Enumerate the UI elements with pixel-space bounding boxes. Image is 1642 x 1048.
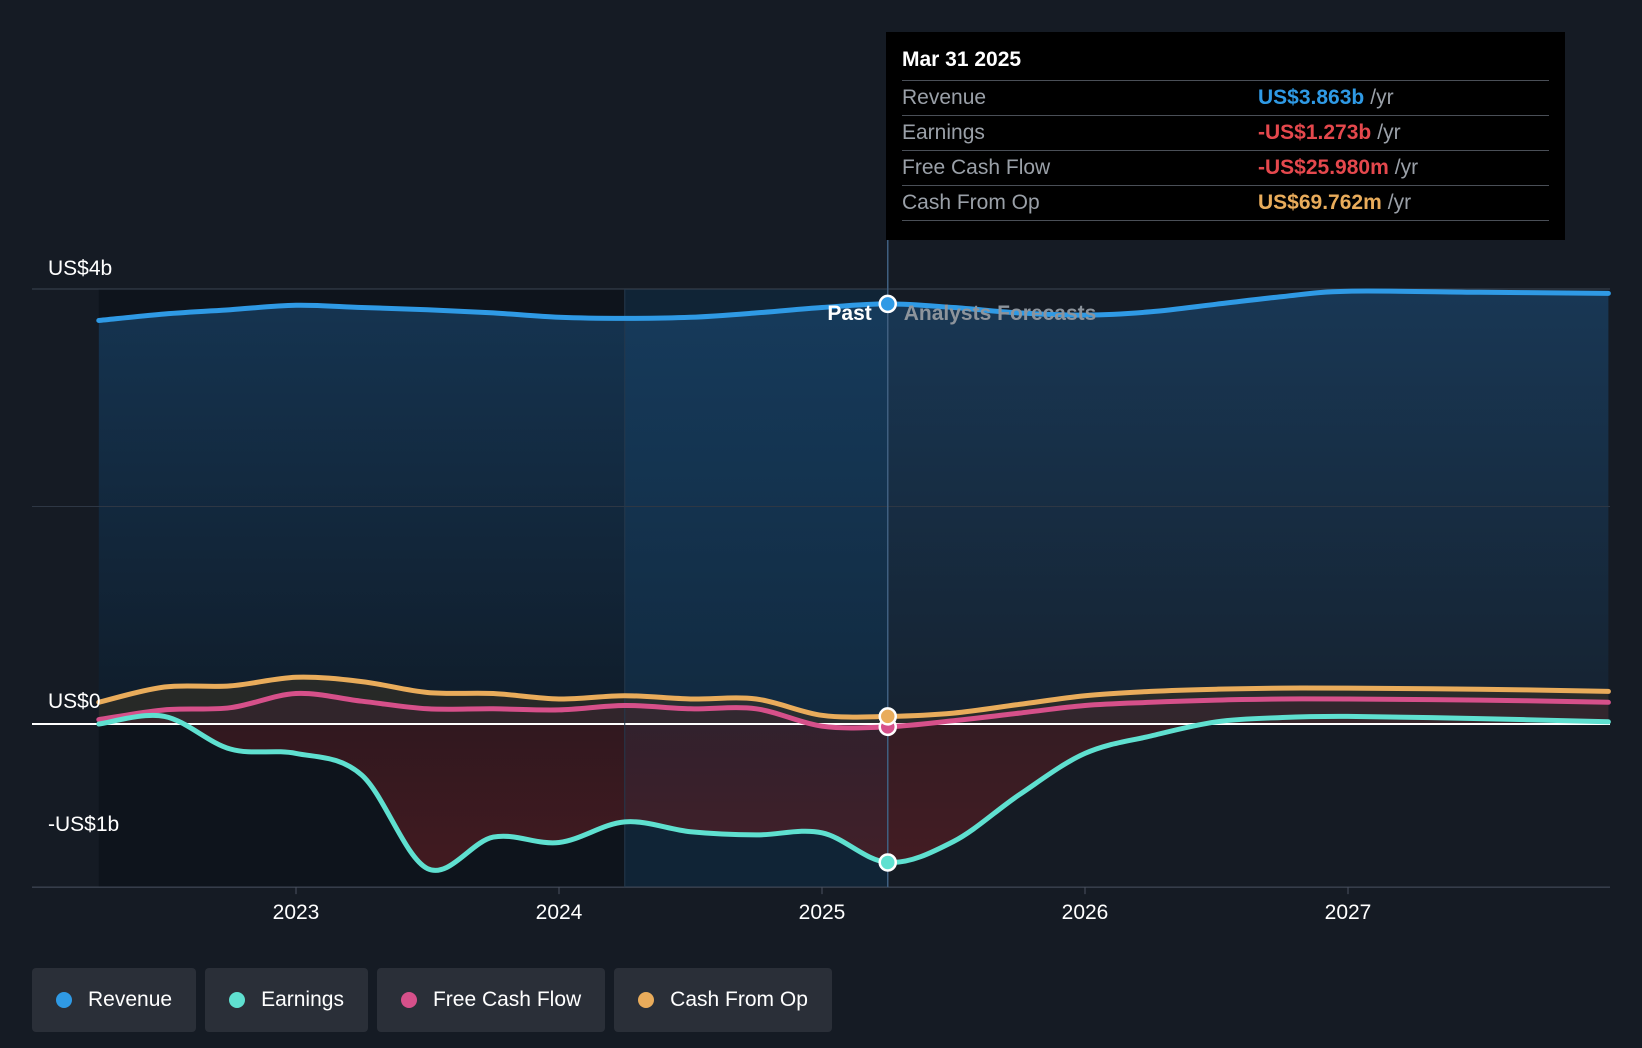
tooltip-label: Earnings <box>902 121 985 144</box>
tooltip-value: US$3.863b <box>1258 86 1365 109</box>
series-line-revenue <box>96 288 1611 323</box>
data-point-revenue <box>878 294 897 314</box>
tooltip-value: US$69.762m <box>1258 191 1382 214</box>
x-tick-label: 2025 <box>799 901 846 924</box>
legend-item-revenue[interactable]: Revenue <box>32 968 197 1032</box>
legend-dot-icon <box>56 992 72 1008</box>
x-tick-label: 2024 <box>536 901 583 924</box>
past-label: Past <box>827 302 871 325</box>
x-tick-label: 2023 <box>273 901 320 924</box>
tooltip-row-free-cash-flow: Free Cash Flow -US$25.980m /yr <box>902 150 1549 185</box>
tooltip-label: Cash From Op <box>902 191 1040 214</box>
tooltip-unit: /yr <box>1387 191 1412 214</box>
x-tick-label: 2027 <box>1325 901 1372 924</box>
data-point-cash-from-op <box>878 707 897 726</box>
legend: Revenue Earnings Free Cash Flow Cash Fro… <box>32 968 832 1032</box>
series-line-free-cash-flow <box>96 690 1611 731</box>
series-line-cash-from-op <box>96 674 1611 720</box>
tooltip-row-revenue: Revenue US$3.863b /yr <box>902 80 1549 115</box>
legend-item-earnings[interactable]: Earnings <box>205 968 368 1032</box>
legend-dot-icon <box>400 992 417 1008</box>
series-line-earnings <box>96 713 1611 873</box>
tooltip-unit: /yr <box>1377 121 1401 144</box>
tooltip: Mar 31 2025 Revenue US$3.863b /yr Earnin… <box>886 32 1565 240</box>
tooltip-unit: /yr <box>1394 156 1419 179</box>
legend-label: Earnings <box>261 988 344 1011</box>
legend-label: Free Cash Flow <box>432 988 582 1011</box>
y-tick-label: US$0 <box>48 690 101 713</box>
legend-item-free-cash-flow[interactable]: Free Cash Flow <box>376 968 606 1032</box>
x-tick-label: 2026 <box>1062 901 1109 924</box>
legend-item-cash-from-op[interactable]: Cash From Op <box>614 968 832 1032</box>
earnings-area <box>98 715 1609 871</box>
y-tick-label: US$4b <box>48 257 112 280</box>
legend-dot-icon <box>638 992 655 1008</box>
revenue-area <box>98 291 1609 724</box>
data-point-earnings <box>878 853 897 872</box>
tooltip-label: Revenue <box>902 86 987 109</box>
tooltip-value: -US$1.273b <box>1258 121 1372 144</box>
tooltip-label: Free Cash Flow <box>902 156 1051 179</box>
tooltip-row-earnings: Earnings -US$1.273b /yr <box>902 115 1549 150</box>
y-tick-label: -US$1b <box>48 813 119 836</box>
legend-label: Revenue <box>88 988 173 1011</box>
tooltip-value: -US$25.980m <box>1258 156 1389 179</box>
tooltip-date: Mar 31 2025 <box>902 48 1022 71</box>
tooltip-row-cash-from-op: Cash From Op US$69.762m /yr <box>902 185 1549 221</box>
forecast-label: Analysts Forecasts <box>904 302 1097 325</box>
tooltip-unit: /yr <box>1370 86 1394 109</box>
legend-dot-icon <box>229 992 246 1008</box>
legend-label: Cash From Op <box>670 988 808 1011</box>
